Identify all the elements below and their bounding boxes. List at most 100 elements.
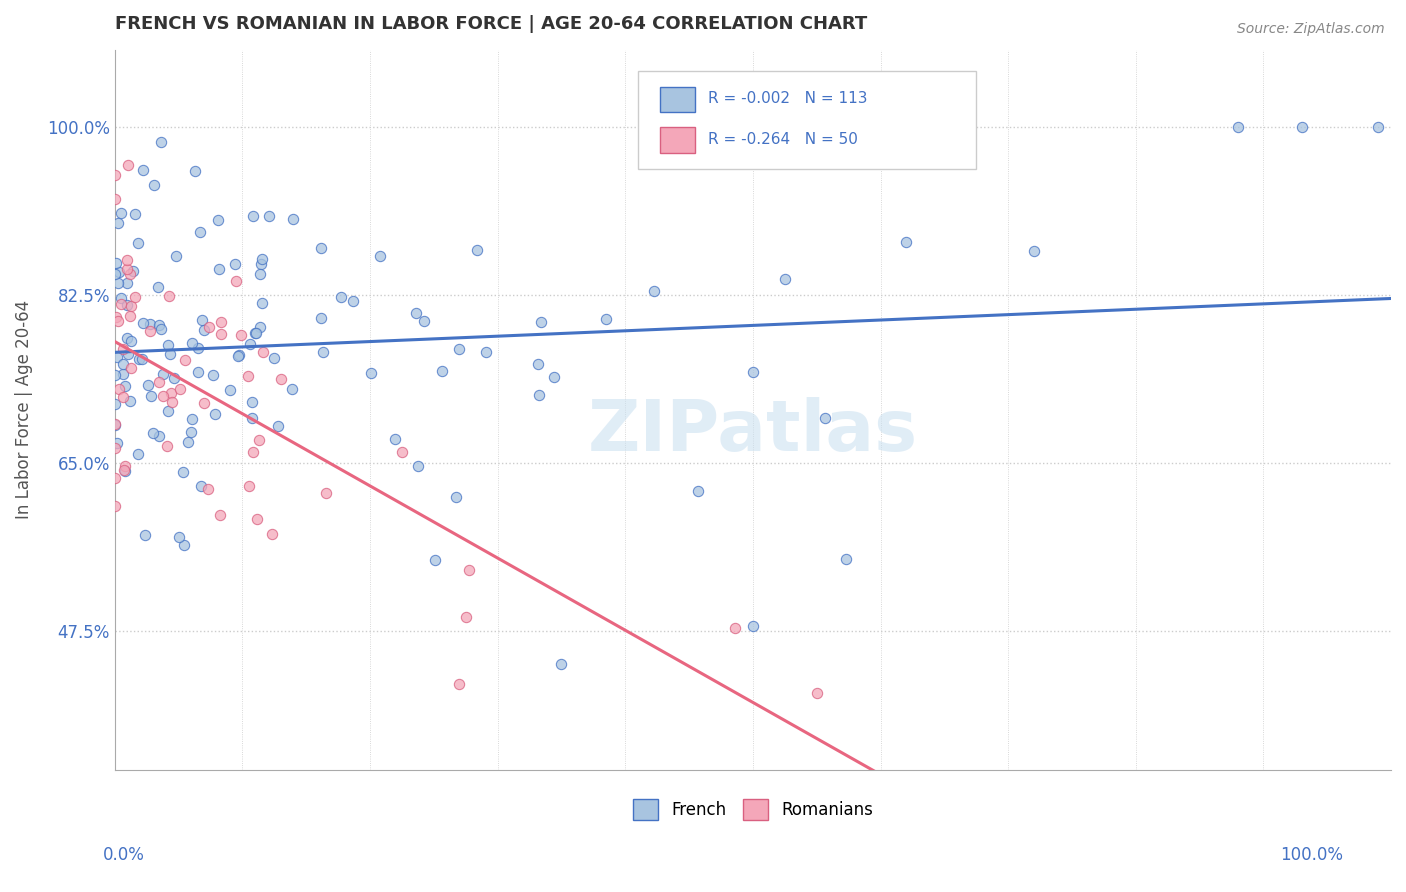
Point: [149, 136, 172, 150]
FancyBboxPatch shape: [638, 71, 976, 169]
Point: [117, 277, 139, 291]
Point: [245, 326, 267, 340]
Point: [260, 527, 283, 541]
Point: [110, 291, 132, 305]
Text: R = -0.264   N = 50: R = -0.264 N = 50: [709, 132, 858, 146]
Point: [131, 317, 153, 331]
Point: [181, 335, 204, 350]
Point: [814, 410, 837, 425]
Point: [120, 334, 142, 348]
Point: [173, 353, 195, 368]
Point: [236, 369, 259, 384]
Point: [209, 508, 232, 522]
Point: [148, 318, 170, 332]
Point: [193, 323, 215, 337]
Point: [160, 386, 183, 401]
Point: [104, 441, 127, 455]
Point: [114, 379, 136, 393]
Point: [342, 294, 364, 309]
Point: [263, 351, 285, 365]
Point: [197, 483, 219, 497]
Point: [1022, 244, 1045, 259]
Point: [207, 213, 229, 227]
Point: [120, 394, 142, 409]
Point: [550, 657, 572, 672]
Point: [741, 619, 763, 633]
Y-axis label: In Labor Force | Age 20-64: In Labor Force | Age 20-64: [15, 301, 32, 519]
Point: [281, 382, 304, 396]
Point: [595, 312, 617, 326]
Point: [104, 310, 127, 324]
Point: [115, 330, 138, 344]
Point: [209, 315, 232, 329]
Point: [224, 257, 246, 271]
Point: [138, 317, 160, 331]
Point: [894, 235, 917, 249]
Point: [315, 486, 337, 500]
Point: [114, 465, 136, 479]
Point: [231, 327, 253, 342]
Point: [120, 309, 142, 323]
Point: [246, 511, 269, 525]
Point: [226, 349, 249, 363]
Text: FRENCH VS ROMANIAN IN LABOR FORCE | AGE 20-64 CORRELATION CHART: FRENCH VS ROMANIAN IN LABOR FORCE | AGE …: [115, 15, 868, 33]
Point: [250, 296, 273, 310]
Point: [835, 552, 858, 566]
Point: [150, 321, 173, 335]
Point: [247, 434, 270, 448]
Point: [131, 352, 153, 367]
Point: [104, 417, 127, 431]
Point: [104, 499, 127, 513]
Point: [114, 458, 136, 473]
Point: [190, 313, 212, 327]
Point: [117, 347, 139, 361]
Point: [475, 345, 498, 359]
Point: [243, 326, 266, 340]
Point: [115, 252, 138, 267]
Point: [107, 216, 129, 230]
Point: [198, 320, 221, 334]
Point: [165, 249, 187, 263]
Point: [806, 686, 828, 700]
Point: [180, 425, 202, 439]
Point: [104, 471, 127, 485]
Point: [127, 236, 149, 251]
Point: [312, 344, 335, 359]
Point: [117, 262, 139, 277]
Point: [173, 538, 195, 552]
Point: [104, 255, 127, 269]
Point: [270, 371, 292, 385]
Point: [207, 261, 229, 276]
Point: [527, 388, 550, 402]
Point: [240, 394, 263, 409]
Point: [250, 252, 273, 266]
Point: [252, 345, 274, 359]
Text: 100.0%: 100.0%: [1279, 846, 1343, 863]
Point: [458, 563, 481, 577]
Point: [238, 336, 260, 351]
Point: [225, 274, 247, 288]
Point: [423, 553, 446, 567]
Point: [444, 490, 467, 504]
Point: [169, 382, 191, 396]
Point: [112, 367, 135, 381]
Point: [543, 370, 565, 384]
Point: [238, 479, 260, 493]
Point: [105, 350, 128, 364]
Point: [257, 209, 280, 223]
Point: [152, 389, 174, 403]
Point: [104, 267, 127, 281]
Point: [391, 445, 413, 459]
Text: ZIPatlas: ZIPatlas: [588, 397, 918, 466]
Point: [527, 357, 550, 371]
Point: [177, 435, 200, 450]
Point: [1226, 120, 1249, 134]
Point: [201, 368, 224, 382]
Bar: [659, 127, 696, 153]
Point: [142, 178, 165, 193]
Point: [112, 463, 135, 477]
Point: [142, 425, 165, 440]
Point: [204, 407, 226, 421]
Point: [127, 447, 149, 461]
Point: [104, 397, 127, 411]
